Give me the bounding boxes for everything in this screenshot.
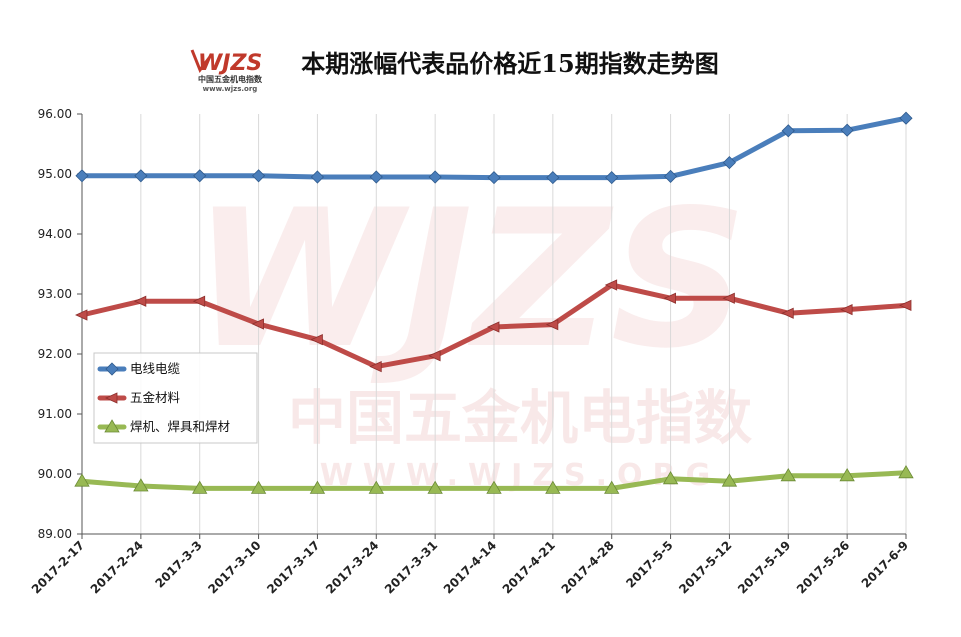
y-tick-label: 94.00	[38, 227, 72, 241]
data-point	[898, 465, 914, 479]
series-group	[74, 111, 914, 494]
data-point	[545, 318, 559, 331]
data-point	[310, 333, 323, 346]
data-point	[134, 169, 148, 183]
data-point	[192, 295, 206, 307]
data-point	[604, 279, 618, 291]
data-point	[781, 124, 795, 138]
data-point	[663, 292, 676, 304]
data-point	[427, 480, 443, 494]
data-point	[105, 392, 118, 404]
data-point	[252, 169, 266, 183]
data-point	[368, 480, 384, 494]
x-tick-label: 2017-4-21	[500, 538, 558, 596]
x-tick-label: 2017-3-24	[323, 538, 381, 596]
data-point	[839, 468, 855, 482]
data-point	[722, 292, 735, 304]
data-point	[722, 156, 736, 170]
data-point	[840, 303, 853, 316]
x-tick-label: 2017-5-12	[676, 538, 734, 596]
logo-url: www.wjzs.org	[203, 85, 258, 93]
x-tick-label: 2017-6-9	[859, 538, 911, 590]
data-point	[428, 350, 441, 362]
data-point	[664, 169, 678, 183]
data-point	[193, 169, 207, 183]
data-point	[545, 480, 561, 494]
watermark-cn: 中国五金机电指数	[288, 384, 752, 452]
y-tick-label: 91.00	[38, 407, 72, 421]
x-tick-label: 2017-2-17	[29, 538, 87, 596]
logo: WJZS 中国五金机电指数 www.wjzs.org	[190, 49, 263, 93]
data-point	[104, 419, 120, 433]
data-point	[75, 309, 88, 321]
data-point	[192, 480, 208, 494]
series	[75, 111, 913, 185]
y-tick-label: 89.00	[38, 527, 72, 541]
data-point	[369, 170, 383, 184]
x-tick-label: 2017-4-28	[559, 538, 617, 596]
data-point	[74, 473, 90, 487]
data-point	[780, 468, 796, 482]
data-point	[721, 473, 738, 487]
watermark: WJZS 中国五金机电指数 WWW.WJZS.ORG	[193, 169, 752, 493]
logo-cn: 中国五金机电指数	[198, 74, 263, 84]
x-tick-label: 2017-3-31	[382, 538, 440, 596]
y-axis-ticks: 89.00 90.00 91.00 92.00 93.00 94.00 95.00 96.00	[38, 107, 82, 541]
data-point	[487, 171, 501, 185]
x-tick-label: 2017-4-14	[441, 538, 499, 596]
watermark-mark: WJZS	[193, 169, 748, 390]
y-tick-label: 95.00	[38, 167, 72, 181]
logo-mark: WJZS	[198, 51, 262, 76]
data-point	[899, 299, 912, 312]
x-tick-label: 2017-3-10	[205, 538, 263, 596]
y-tick-label: 93.00	[38, 287, 72, 301]
x-tick-label: 2017-2-24	[88, 538, 146, 596]
data-point	[369, 360, 382, 373]
data-point	[546, 171, 560, 185]
x-tick-label: 2017-3-3	[152, 538, 204, 590]
data-point	[899, 111, 913, 125]
x-tick-label: 2017-5-26	[794, 538, 852, 596]
data-point	[840, 123, 854, 137]
data-point	[251, 318, 264, 330]
data-point	[75, 169, 89, 183]
data-point	[604, 480, 620, 494]
data-point	[781, 307, 794, 319]
legend-label: 焊机、焊具和焊材	[130, 419, 230, 434]
series	[74, 465, 914, 494]
x-tick-label: 2017-5-5	[623, 538, 675, 590]
data-point	[605, 171, 619, 185]
data-point	[133, 478, 149, 492]
data-point	[133, 295, 147, 307]
data-point	[250, 480, 267, 494]
legend-label: 五金材料	[130, 390, 181, 405]
data-point	[105, 362, 119, 376]
x-tick-label: 2017-5-19	[735, 538, 793, 596]
data-point	[486, 480, 502, 494]
logo-arrow-icon	[190, 49, 214, 74]
data-point	[309, 480, 326, 494]
x-tick-label: 2017-3-17	[264, 538, 322, 596]
y-tick-label: 92.00	[38, 347, 72, 361]
chart-title: 本期涨幅代表品价格近15期指数走势图	[301, 49, 718, 78]
data-point	[310, 170, 324, 184]
y-tick-label: 90.00	[38, 467, 72, 481]
data-point	[428, 170, 442, 184]
series	[75, 279, 912, 373]
legend-label: 电线电缆	[130, 361, 181, 376]
x-axis-ticks: 2017-2-17 2017-2-24 2017-3-3 2017-3-10 2017-…	[29, 534, 911, 597]
y-tick-label: 96.00	[38, 107, 72, 121]
data-point	[662, 471, 679, 485]
data-point	[487, 321, 500, 333]
